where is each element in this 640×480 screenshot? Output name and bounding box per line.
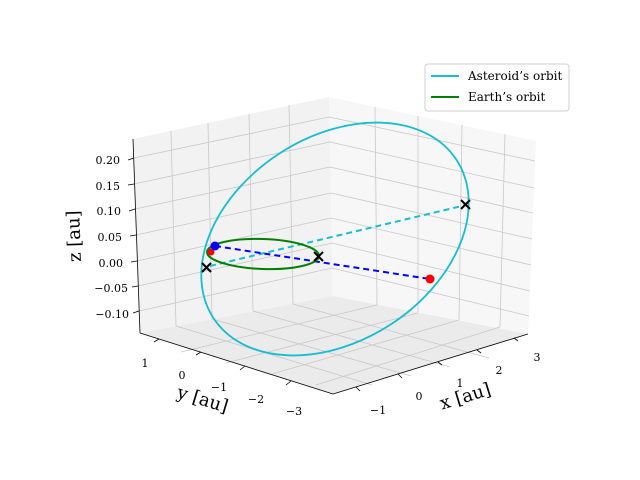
z-tick-label: −0.05 <box>94 282 128 295</box>
node-marker-right <box>460 199 471 210</box>
marker-dot-red-left <box>207 248 215 256</box>
y-tick-label: −3 <box>286 405 302 418</box>
marker-dot-blue <box>210 241 220 251</box>
node-marker-center <box>313 251 324 262</box>
x-axis-line <box>332 333 529 395</box>
z-tick-labels: 0.20 0.15 0.10 0.05 0.00 −0.05 −0.10 <box>94 154 129 321</box>
floor-pane <box>140 296 528 394</box>
x-axis-label: x [au] <box>437 379 493 414</box>
node-marker-left <box>201 262 212 273</box>
legend-label-earth: Earth’s orbit <box>468 90 545 104</box>
marker-dot-red-right <box>425 274 435 284</box>
legend-label-asteroid: Asteroid’s orbit <box>467 69 562 83</box>
grid <box>133 104 536 386</box>
z-tick-label: 0.20 <box>96 154 121 167</box>
legend-box <box>424 63 570 112</box>
y-tick-label: −1 <box>211 381 227 394</box>
z-tick-label: 0.15 <box>96 180 121 193</box>
z-axis-line <box>132 138 141 334</box>
x-tick-label: 3 <box>534 351 541 364</box>
axis-lines <box>132 138 529 395</box>
z-axis-label: z [au] <box>63 210 86 262</box>
x-tick-label: −1 <box>370 404 386 417</box>
x-tick-label: 0 <box>416 390 423 403</box>
y-tick-label: −2 <box>248 393 264 406</box>
z-tick-label: −0.10 <box>95 308 129 321</box>
asteroid-node-line <box>209 204 467 267</box>
yz-pane <box>133 97 333 333</box>
x-tick-label: 2 <box>496 364 503 377</box>
z-tick-label: 0.05 <box>98 231 123 244</box>
earth-asteroid-line <box>214 245 431 280</box>
y-tick-label: 0 <box>179 369 186 382</box>
x-tick-label: 1 <box>457 377 464 390</box>
z-tick-label: 0.10 <box>97 205 122 218</box>
y-tick-labels: 1 0 −1 −2 −3 <box>142 357 303 418</box>
y-tick-label: 1 <box>142 357 149 370</box>
tick-marks <box>127 157 519 392</box>
xz-pane <box>329 97 536 334</box>
y-axis-line <box>139 332 334 395</box>
z-tick-label: 0.00 <box>99 257 124 270</box>
legend: Asteroid’s orbit Earth’s orbit <box>424 63 570 112</box>
x-tick-labels: −1 0 1 2 3 <box>370 351 541 417</box>
asteroid-orbit <box>200 121 470 357</box>
